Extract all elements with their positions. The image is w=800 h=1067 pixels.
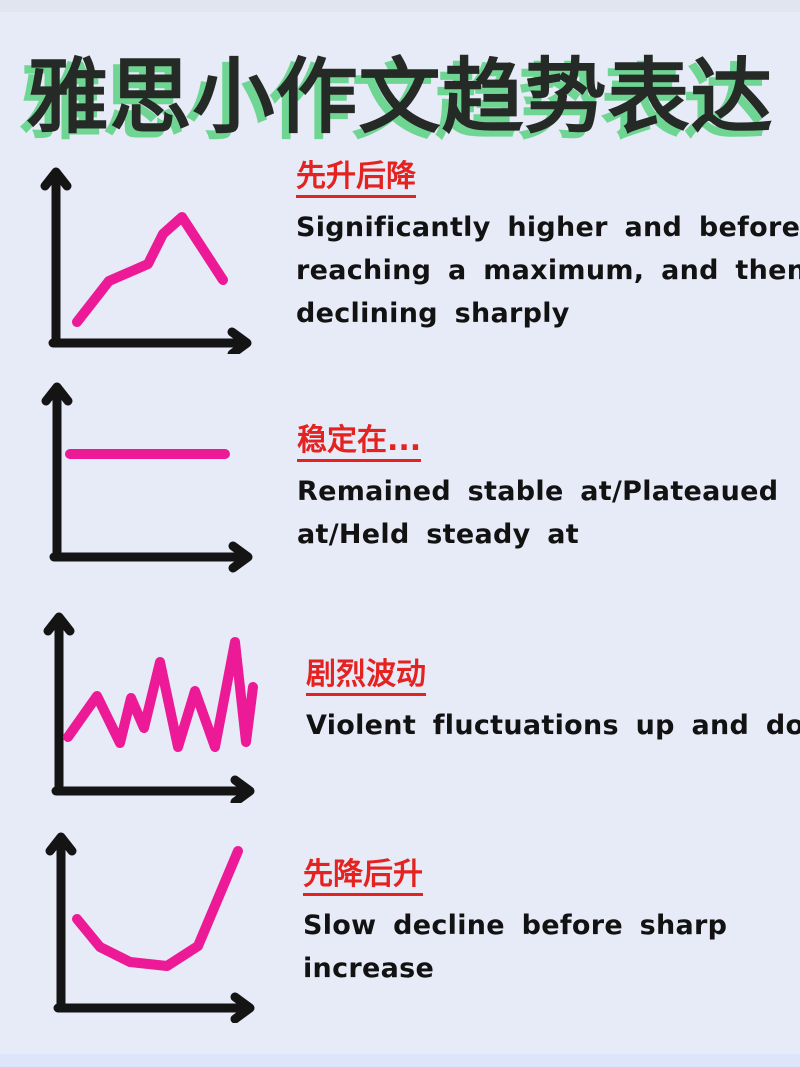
mini-line-chart-rise-then-fall xyxy=(40,167,252,354)
chart-axes xyxy=(40,167,252,354)
y-axis-arrow-icon xyxy=(40,167,72,191)
x-axis-arrow-icon xyxy=(227,327,252,354)
trend-line xyxy=(72,212,228,327)
description-line: reaching a maximum, and then xyxy=(296,255,800,286)
trend-section-text: 先降后升 Slow decline before sharp increase xyxy=(303,858,795,990)
label-cn-violent-fluctuation: 剧烈波动 xyxy=(306,658,426,696)
description-line: Slow decline before sharp xyxy=(303,910,728,941)
chart-axes xyxy=(41,382,253,573)
description-line: Significantly higher and before xyxy=(296,212,800,243)
trend-section-text: 稳定在... Remained stable at/Plateaued at/H… xyxy=(297,424,789,556)
label-cn-fall-then-rise: 先降后升 xyxy=(303,858,423,896)
y-axis-arrow-icon xyxy=(45,832,77,856)
label-cn-rise-then-fall: 先升后降 xyxy=(296,160,416,198)
trend-section-text: 先升后降 Significantly higher and before rea… xyxy=(296,160,800,335)
chart-axes xyxy=(45,832,255,1023)
trend-section-text: 剧烈波动 Violent fluctuations up and down xyxy=(306,658,800,747)
x-axis-arrow-icon xyxy=(230,992,255,1023)
x-axis-arrow-icon xyxy=(230,775,255,803)
description-line: declining sharply xyxy=(296,298,570,329)
trend-line xyxy=(72,846,243,971)
mini-line-chart-fluctuation xyxy=(43,612,258,803)
description-line: increase xyxy=(303,953,435,984)
y-axis-arrow-icon xyxy=(43,612,75,636)
mini-line-chart-fall-then-rise xyxy=(45,832,255,1023)
description-line: Remained stable at/Plateaued xyxy=(297,476,779,507)
description-line: Violent fluctuations up and down xyxy=(306,710,800,741)
page-title: 雅思小作文趋势表达 xyxy=(26,50,774,145)
trend-line xyxy=(63,637,258,752)
top-strip xyxy=(0,0,800,12)
label-cn-stable-at: 稳定在... xyxy=(297,424,422,462)
chart-axes xyxy=(43,612,255,803)
description-line: at/Held steady at xyxy=(297,519,579,550)
bottom-strip xyxy=(0,1054,800,1067)
mini-line-chart-stable xyxy=(41,382,253,573)
x-axis-arrow-icon xyxy=(228,541,253,573)
y-axis-arrow-icon xyxy=(41,382,73,406)
